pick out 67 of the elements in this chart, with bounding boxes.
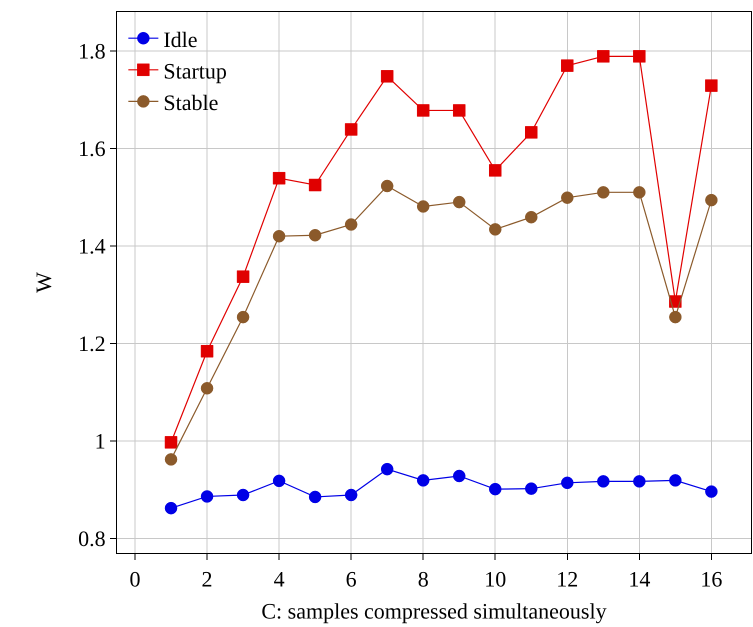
point [597,50,610,63]
point [633,475,646,488]
point [416,474,430,487]
point [380,70,394,83]
point [597,186,610,199]
point [236,310,250,324]
point [597,475,610,488]
point [308,178,322,192]
point [164,436,178,449]
point [525,210,538,224]
point [561,191,574,204]
point [452,104,466,117]
point [633,50,646,63]
y-tick-label: 1.2 [78,331,106,356]
x-tick-label: 0 [130,566,141,592]
point [164,453,178,466]
point [200,382,214,395]
point [525,126,538,139]
point [344,488,358,502]
point [236,270,250,283]
point [488,223,502,236]
y-tick-label: 0.8 [78,526,106,552]
point [669,310,682,324]
point [488,164,502,177]
point [272,230,286,242]
point [633,186,646,199]
point [344,123,358,136]
y-tick-label: 1 [94,428,106,454]
y-axis-title: W [30,272,56,293]
point [452,196,466,208]
x-tick-label: 6 [346,566,357,592]
point [272,172,286,184]
point [669,474,682,487]
x-tick-label: 4 [274,566,285,592]
point [416,104,430,117]
point [272,474,286,488]
point [200,490,214,503]
point [344,218,358,231]
point [236,488,250,502]
point [380,180,394,192]
point [705,79,718,92]
y-tick-label: 1.8 [78,38,106,64]
x-tick-label: 2 [202,566,213,592]
point [164,502,178,514]
y-tick-label: 1.6 [78,136,106,162]
point [308,228,322,242]
x-tick-label: 14 [628,566,650,592]
y-tick-label: 1.4 [78,234,106,259]
point [705,194,718,206]
legend-label: Startup [163,58,227,84]
legend-label: Idle [163,26,198,52]
x-tick-label: 8 [418,566,429,592]
point [525,482,538,495]
legend-label: Stable [163,90,218,115]
point [705,485,718,498]
point [200,344,214,358]
x-tick-label: 16 [700,566,722,592]
x-axis-title: C: samples compressed simultaneously [261,598,607,624]
point [488,482,502,496]
point [380,462,394,476]
point [561,59,574,72]
x-tick-label: 12 [556,566,578,592]
x-tick-label: 10 [484,566,506,592]
point [416,200,430,213]
point [452,470,466,482]
point [308,490,322,504]
point [561,476,574,490]
